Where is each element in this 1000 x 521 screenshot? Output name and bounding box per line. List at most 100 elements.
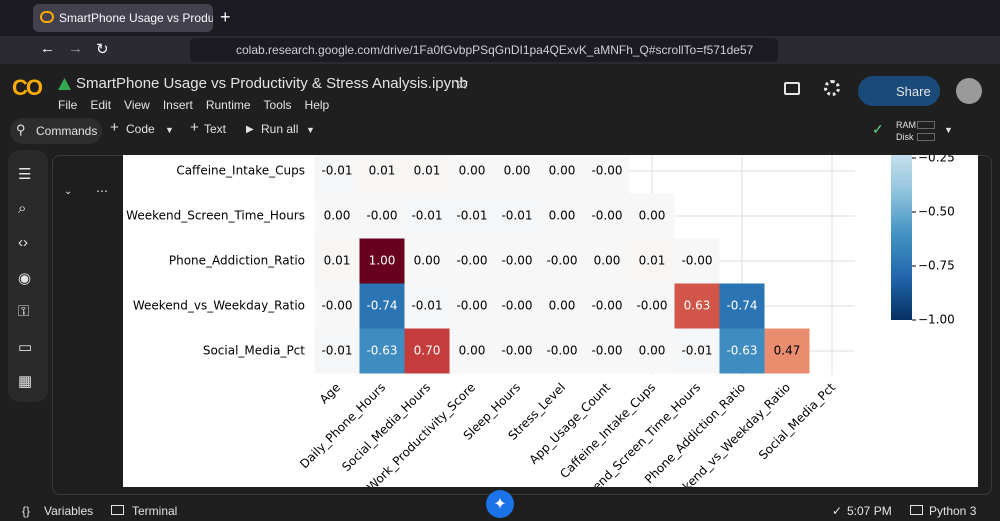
cell-label: -0.00 [591,164,622,178]
cell-label: -0.01 [321,344,352,358]
cell-label: 0.01 [414,164,441,178]
sidebar-icon[interactable]: ☰ [18,166,32,183]
reload-button[interactable]: ↻ [96,41,109,58]
heatmap-cell [359,238,405,284]
row-label: Caffeine_Intake_Cups [176,164,305,178]
cell-label: 0.00 [504,164,531,178]
heatmap-cell [629,328,675,374]
colab-logo[interactable]: CO [12,75,43,100]
colorbar [891,155,912,320]
sidebar-icon[interactable]: ‹› [18,234,28,251]
menu-item[interactable]: Edit [90,98,112,112]
row-label: Weekend_Screen_Time_Hours [126,209,305,223]
forward-button[interactable]: → [68,40,83,57]
add-text-button[interactable]: Text [204,122,227,136]
ram-label[interactable]: RAM [896,120,916,130]
sidebar-icon[interactable]: ▭ [18,338,33,356]
heatmap-cell [494,238,540,284]
cell-label: -0.74 [366,299,397,313]
sidebar-icon[interactable]: ◉ [18,269,32,287]
heatmap-cell [674,238,720,284]
dropdown-icon[interactable]: ▼ [306,125,315,135]
cell-label: -0.01 [501,209,532,223]
sidebar-icon[interactable]: ⌕ [18,199,27,217]
clock: 5:07 PM [847,504,892,518]
colorbar-tick-label: −0.75 [918,259,955,273]
heatmap-cell [359,193,405,239]
heatmap-cell [404,238,450,284]
connected-check: ✓ [872,121,884,137]
menu-item[interactable]: Help [304,98,330,112]
heatmap-cell [404,155,450,194]
cell-label: 1.00 [369,254,396,268]
url-field[interactable]: colab.research.google.com/drive/1Fa0fGvb… [190,38,778,62]
dropdown-icon[interactable]: ▼ [944,125,953,135]
search-icon: ⚲ [16,122,26,137]
notebook-title[interactable]: SmartPhone Usage vs Productivity & Stres… [76,75,468,92]
plus-icon: + [110,119,119,136]
menu-item[interactable]: Tools [263,98,292,112]
browser-tab[interactable]: SmartPhone Usage vs Productivity [33,4,213,32]
heatmap-cell [359,328,405,374]
heatmap-cell [539,283,585,329]
run-all-button[interactable]: Run all [261,122,299,136]
cell-label: -0.01 [411,209,442,223]
collapse-button[interactable]: ⌄ [64,186,73,197]
cell-label: 0.01 [639,254,666,268]
sidebar-icon[interactable]: ▦ [18,373,33,390]
variables-button[interactable]: Variables [44,504,94,518]
cell-label: -0.00 [591,209,622,223]
add-code-button[interactable]: Code [126,122,155,136]
cell-label: -0.00 [501,254,532,268]
share-button[interactable]: Share [858,76,940,106]
settings-button[interactable] [824,80,840,96]
gemini-button[interactable]: ✦ [486,490,514,518]
heatmap-cell [449,328,495,374]
row-label: Phone_Addiction_Ratio [169,254,305,268]
runtime-type[interactable]: Python 3 [929,504,977,518]
star-button[interactable]: ☆ [454,74,470,93]
disk-label[interactable]: Disk [896,132,914,142]
heatmap-cell [719,283,765,329]
heatmap-cell [449,155,495,194]
heatmap-cell [404,283,450,329]
menu-item[interactable]: Insert [162,98,193,112]
heatmap-cell [449,283,495,329]
menu-item[interactable]: File [58,98,78,112]
colorbar-tick-label: −1.00 [918,313,955,327]
new-tab-button[interactable]: + [220,7,231,27]
comments-button[interactable] [784,82,800,95]
cell-label: 0.00 [549,209,576,223]
terminal-button[interactable]: Terminal [132,504,178,518]
heatmap-cell [539,155,585,194]
sidebar-icon[interactable]: ⚿ [18,303,30,320]
cell-label: -0.01 [681,344,712,358]
cell-label: -0.74 [726,299,757,313]
account-avatar[interactable] [956,78,982,104]
cell-label: -0.01 [321,164,352,178]
cell-label: -0.00 [591,299,622,313]
cell-label: 0.00 [549,164,576,178]
dropdown-icon[interactable]: ▼ [165,125,174,135]
output-menu[interactable]: ⋯ [96,184,108,198]
heatmap-cell [584,238,630,284]
cell-label: -0.00 [321,299,352,313]
heatmap-cell [584,283,630,329]
heatmap-cell [539,193,585,239]
cell-label: -0.01 [411,299,442,313]
cell-label: 0.00 [459,164,486,178]
commands-button[interactable]: Commands [10,118,102,144]
cell-label: 0.01 [369,164,396,178]
heatmap-cell [494,193,540,239]
heatmap-cell [359,155,405,194]
sidebar [8,150,48,402]
back-button[interactable]: ← [40,40,55,57]
menu-item[interactable]: Runtime [205,98,251,112]
cell-label: 0.70 [414,344,441,358]
runtime-icon [910,505,923,515]
column-label: Social_Media_Pct [756,380,838,462]
menu-item[interactable]: View [124,98,150,112]
variables-icon: {} [22,504,31,518]
plus-icon: + [190,119,199,136]
cell-label: 0.00 [459,344,486,358]
